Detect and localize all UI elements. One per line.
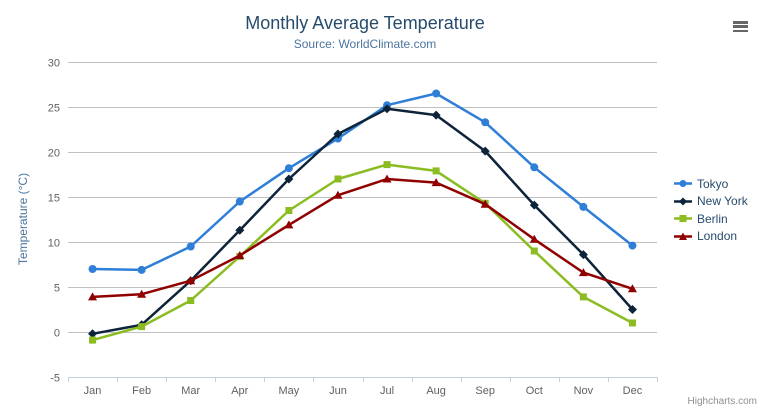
legend-symbol-circle-icon [674,180,692,188]
x-axis-label: Sep [475,385,495,397]
point-berlin-jan[interactable] [89,336,97,344]
point-new-york-aug[interactable] [431,110,441,120]
legend-item-new-york[interactable]: New York [674,193,748,211]
point-berlin-jul[interactable] [383,161,391,169]
y-axis-label: 15 [48,193,60,205]
x-axis-label: May [278,385,299,397]
point-new-york-sep[interactable] [480,146,490,156]
hamburger-icon [733,29,748,32]
point-london-jun[interactable] [333,190,343,199]
series-line-tokyo[interactable] [91,92,634,272]
point-london-may[interactable] [284,220,294,229]
point-tokyo-oct[interactable] [530,163,539,172]
x-axis-label: Feb [132,385,151,397]
point-london-mar[interactable] [186,276,196,285]
point-new-york-oct[interactable] [529,200,539,210]
point-berlin-may[interactable] [285,207,293,214]
x-axis-label: Oct [526,385,543,397]
legend-symbol-square-icon [674,215,692,223]
point-new-york-dec[interactable] [627,305,637,314]
y-axis-label: 10 [48,238,60,250]
point-london-oct[interactable] [529,234,539,243]
point-tokyo-sep[interactable] [481,118,490,127]
y-axis-label: 30 [48,58,60,70]
x-axis-label: Mar [181,385,200,397]
x-axis-label: Jul [380,385,394,397]
x-axis-label: Dec [623,385,643,397]
y-axis-title: Temperature (°C) [16,173,30,265]
point-tokyo-dec[interactable] [628,241,637,250]
chart-subtitle: Source: WorldClimate.com [293,37,437,51]
point-london-dec[interactable] [627,284,637,293]
legend-label: Berlin [697,211,728,226]
export-menu-button[interactable] [733,21,748,32]
legend-marker-new-york [679,197,687,206]
point-tokyo-feb[interactable] [137,265,146,274]
series-london[interactable] [88,174,637,301]
series-new-york[interactable] [88,104,637,339]
hamburger-icon [733,25,748,28]
x-axis-label: Nov [574,385,594,397]
legend-label: London [697,229,738,244]
point-new-york-apr[interactable] [235,225,245,235]
point-berlin-dec[interactable] [628,319,636,327]
point-london-jan[interactable] [88,292,98,301]
series-line-berlin[interactable] [91,163,634,342]
y-axis-label: 0 [54,328,60,340]
credits-link[interactable]: Highcharts.com [687,396,757,407]
point-new-york-nov[interactable] [578,250,588,260]
series-tokyo[interactable] [88,89,637,274]
legend-marker-berlin [679,215,687,223]
point-tokyo-may[interactable] [284,164,293,173]
legend: Tokyo New York Berlin London [674,175,748,245]
legend-marker-london [679,232,687,240]
legend-label: Tokyo [697,176,729,191]
point-new-york-jun[interactable] [333,129,343,139]
hamburger-icon [733,21,748,24]
legend-item-berlin[interactable]: Berlin [674,210,748,228]
series-line-london[interactable] [91,177,634,299]
point-tokyo-nov[interactable] [579,202,588,211]
legend-item-london[interactable]: London [674,228,748,246]
point-berlin-feb[interactable] [138,323,146,331]
point-berlin-oct[interactable] [530,247,538,255]
y-axis-label: 20 [48,148,60,160]
gridlines [68,62,657,378]
point-london-feb[interactable] [137,289,147,298]
x-axis-label: Jan [84,385,102,397]
series-line-new-york[interactable] [91,107,634,336]
point-berlin-aug[interactable] [432,167,440,175]
chart-title: Monthly Average Temperature [245,13,485,33]
point-tokyo-mar[interactable] [186,242,195,251]
axes: -5 0 5 10 15 20 25 30 Jan Feb Mar Apr May Jun Jul Aug Se… [48,58,658,397]
legend-item-tokyo[interactable]: Tokyo [674,175,748,193]
legend-symbol-diamond-icon [674,197,692,206]
point-berlin-mar[interactable] [187,297,195,304]
point-tokyo-apr[interactable] [235,197,244,206]
y-axis-label: 25 [48,103,60,115]
legend-label: New York [697,194,748,209]
point-tokyo-aug[interactable] [432,89,441,98]
series-container [88,89,637,344]
point-new-york-jan[interactable] [88,329,98,339]
point-london-nov[interactable] [578,268,588,277]
point-london-sep[interactable] [480,199,490,208]
legend-marker-tokyo [679,180,687,188]
point-new-york-jul[interactable] [382,104,392,114]
point-new-york-may[interactable] [284,174,294,184]
point-london-aug[interactable] [431,178,441,187]
x-axis-label: Aug [426,385,446,397]
x-axis-label: Jun [329,385,347,397]
y-axis-label: -5 [50,373,60,385]
point-london-jul[interactable] [382,174,392,183]
point-london-apr[interactable] [235,251,245,259]
point-berlin-nov[interactable] [579,293,587,301]
x-axis-label: Apr [231,385,248,397]
y-axis-label: 5 [54,283,60,295]
point-tokyo-jan[interactable] [88,265,97,273]
legend-symbol-triangle-icon [674,232,692,240]
point-berlin-jun[interactable] [334,175,342,183]
